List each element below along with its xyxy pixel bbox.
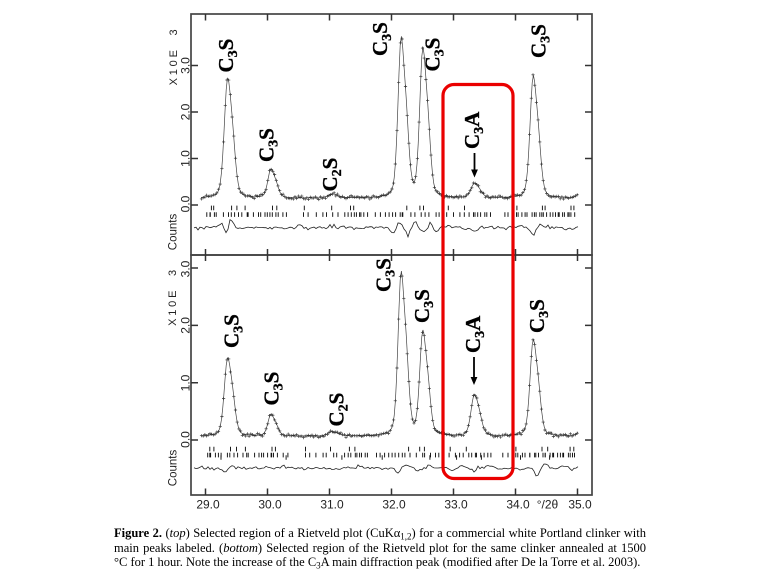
svg-text:°/2θ: °/2θ xyxy=(537,498,559,512)
svg-text:C3S: C3S xyxy=(260,372,287,406)
svg-text:C3S: C3S xyxy=(525,299,552,333)
svg-text:C3A: C3A xyxy=(460,111,487,149)
svg-text:C3S: C3S xyxy=(219,314,246,348)
svg-text:29.0: 29.0 xyxy=(196,498,220,512)
svg-text:C3S: C3S xyxy=(254,128,281,162)
svg-text:C3S: C3S xyxy=(421,38,448,72)
svg-text:32.0: 32.0 xyxy=(382,498,406,512)
svg-text:2.0: 2.0 xyxy=(179,317,193,334)
svg-text:3.0: 3.0 xyxy=(179,57,193,74)
svg-text:C2S: C2S xyxy=(318,158,345,192)
svg-text:C3S: C3S xyxy=(214,39,241,73)
svg-text:X10E 3: X10E 3 xyxy=(168,27,180,86)
svg-text:33.0: 33.0 xyxy=(444,498,468,512)
svg-text:C3S: C3S xyxy=(372,258,399,292)
svg-text:1.0: 1.0 xyxy=(179,374,193,391)
svg-text:C3A: C3A xyxy=(461,315,488,353)
svg-text:2.0: 2.0 xyxy=(179,103,193,120)
svg-text:0.0: 0.0 xyxy=(179,195,193,212)
svg-text:1.0: 1.0 xyxy=(179,150,193,167)
svg-text:0.0: 0.0 xyxy=(179,431,193,448)
svg-text:34.0: 34.0 xyxy=(506,498,530,512)
svg-text:C3S: C3S xyxy=(410,289,437,323)
svg-text:3.0: 3.0 xyxy=(179,260,193,277)
svg-text:C3S: C3S xyxy=(368,22,395,56)
svg-text:31.0: 31.0 xyxy=(320,498,344,512)
svg-text:Counts: Counts xyxy=(168,214,180,251)
svg-text:C3S: C3S xyxy=(527,24,554,58)
svg-text:X10E 3: X10E 3 xyxy=(167,267,179,326)
svg-text:C2S: C2S xyxy=(324,393,351,427)
svg-text:35.0: 35.0 xyxy=(568,498,592,512)
svg-text:30.0: 30.0 xyxy=(258,498,282,512)
svg-text:Counts: Counts xyxy=(168,450,180,487)
